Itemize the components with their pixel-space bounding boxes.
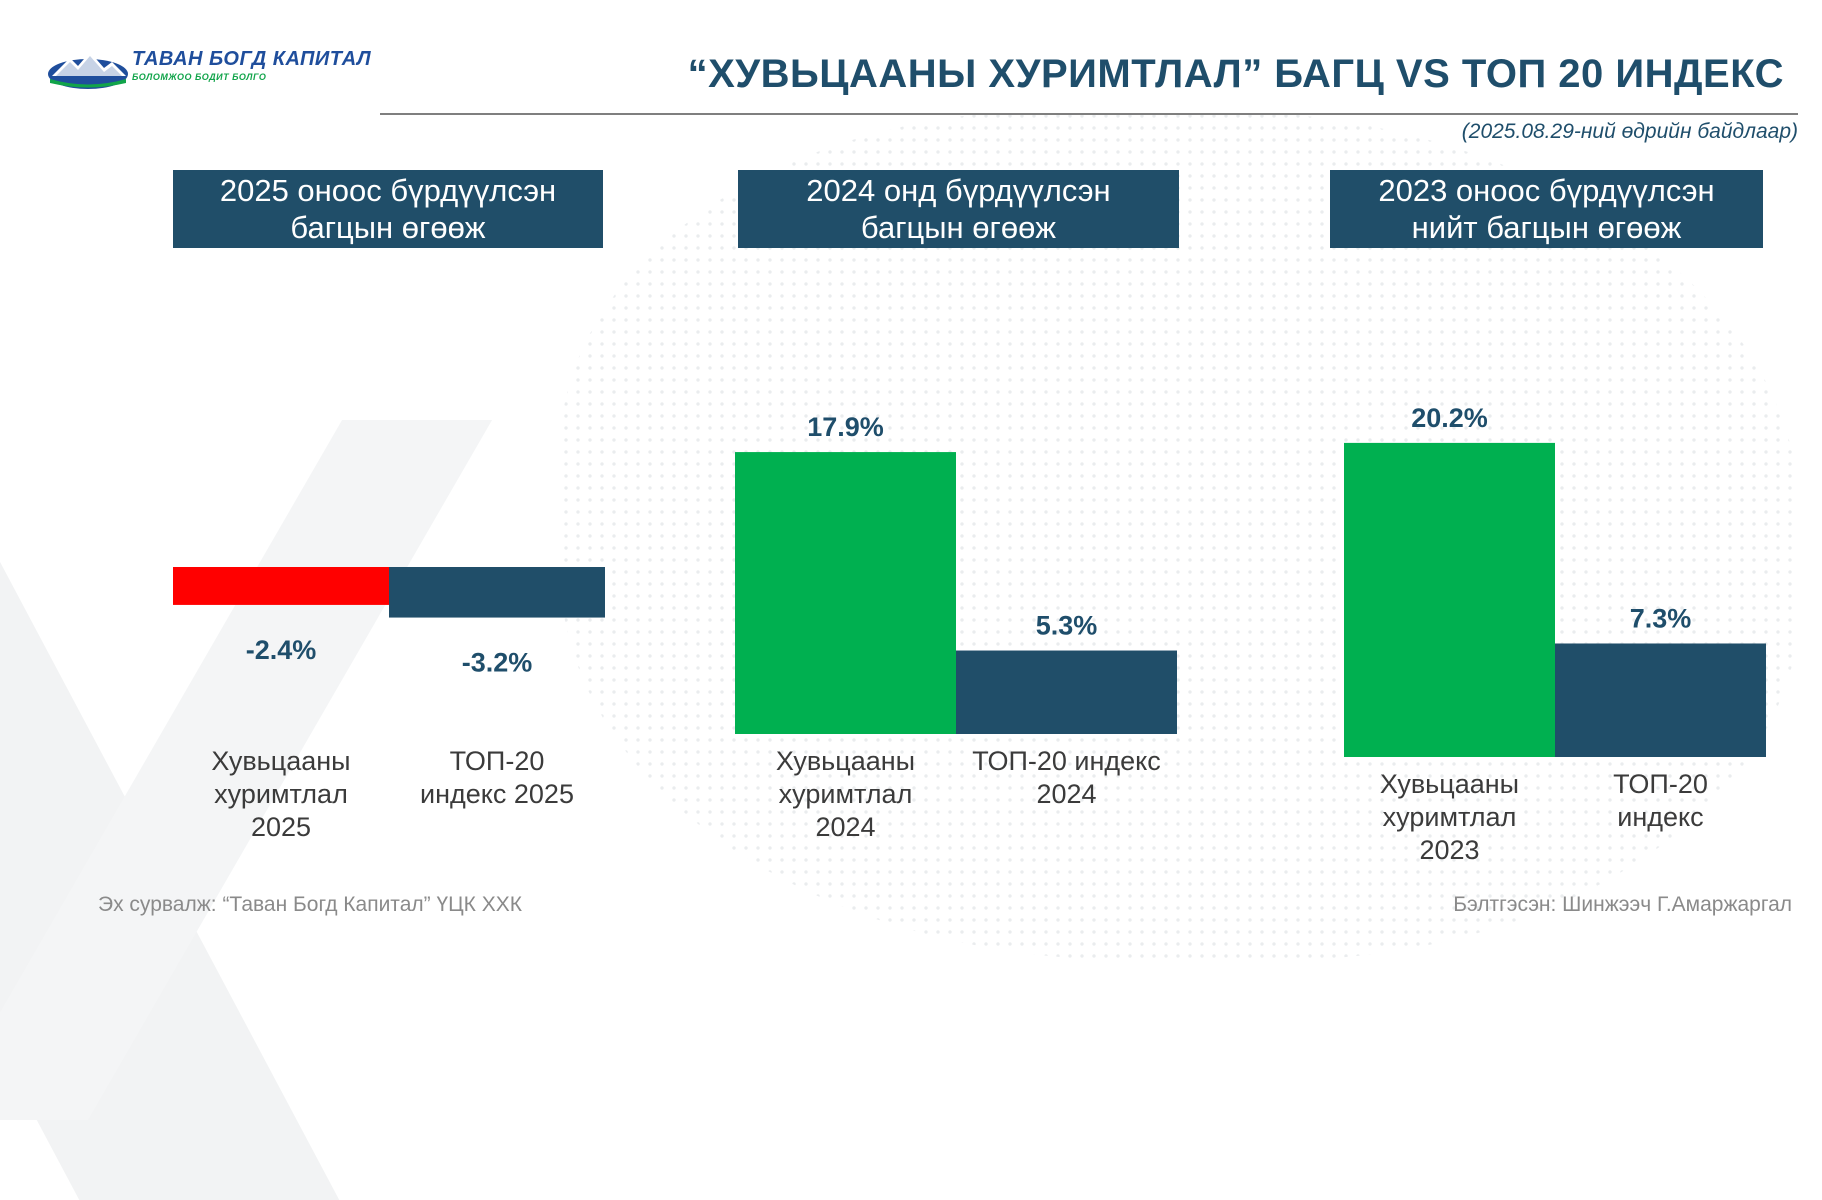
logo-tagline: БОЛОМЖОО БОДИТ БОЛГО [132, 72, 267, 82]
panel-header-2024: 2024 онд бүрдүүлсэн багцын өгөөж [738, 170, 1179, 248]
category-label: 2024 [815, 812, 875, 842]
category-label: Хувьцааны [776, 746, 915, 776]
data-label: 17.9% [807, 412, 884, 442]
panel-header-line: нийт багцын өгөөж [1411, 210, 1682, 245]
category-label: ТОП-20 индекс [972, 746, 1161, 776]
bar [389, 567, 605, 618]
category-label: 2025 [251, 812, 311, 842]
as-of-date: (2025.08.29-ний өдрийн байдлаар) [1461, 120, 1798, 143]
bar [173, 567, 389, 605]
data-label: 5.3% [1036, 611, 1098, 641]
page-title: “ХУВЬЦААНЫ ХУРИМТЛАЛ” БАГЦ VS ТОП 20 ИНД… [687, 52, 1784, 96]
data-label: 20.2% [1411, 403, 1488, 433]
category-label: хуримтлал [1383, 802, 1517, 832]
category-label: Хувьцааны [211, 746, 350, 776]
panel-header-line: багцын өгөөж [290, 210, 486, 245]
footer-source: Эх сурвалж: “Таван Богд Капитал” ҮЦК ХХК [98, 893, 522, 916]
panel-header-2023: 2023 оноос бүрдүүлсэн нийт багцын өгөөж [1330, 170, 1763, 248]
bar [735, 452, 956, 734]
category-label: индекс 2025 [420, 779, 574, 809]
footer-prepared-by: Бэлтгэсэн: Шинжээч Г.Амаржаргал [1453, 893, 1792, 916]
mountain-logo-icon [48, 52, 128, 89]
bar [956, 650, 1177, 734]
category-label: ТОП-20 [450, 746, 545, 776]
category-label: 2024 [1036, 779, 1096, 809]
category-label: индекс [1617, 802, 1703, 832]
category-label: Хувьцааны [1380, 769, 1519, 799]
data-label: -3.2% [462, 648, 533, 678]
logo-name: ТАВАН БОГД КАПИТАЛ [132, 48, 372, 70]
data-label: 7.3% [1630, 603, 1692, 633]
bar [1555, 643, 1766, 757]
company-logo: ТАВАН БОГД КАПИТАЛ БОЛОМЖОО БОДИТ БОЛГО [46, 46, 371, 92]
panel-header-line: багцын өгөөж [860, 210, 1057, 245]
bar-charts: -2.4%Хувьцааныхуримтлал2025-3.2%ТОП-20ин… [173, 403, 1766, 865]
category-label: 2023 [1419, 835, 1479, 865]
bar [1344, 442, 1555, 757]
data-label: -2.4% [246, 635, 317, 665]
panel-header-line: 2023 оноос бүрдүүлсэн [1378, 173, 1715, 208]
category-label: хуримтлал [214, 779, 348, 809]
panel-header-2025: 2025 оноос бүрдүүлсэн багцын өгөөж [173, 170, 603, 248]
category-label: хуримтлал [779, 779, 913, 809]
category-label: ТОП-20 [1613, 769, 1708, 799]
panel-header-line: 2025 оноос бүрдүүлсэн [219, 173, 557, 208]
panel-header-line: 2024 онд бүрдүүлсэн [806, 173, 1111, 208]
title-divider [380, 113, 1798, 115]
